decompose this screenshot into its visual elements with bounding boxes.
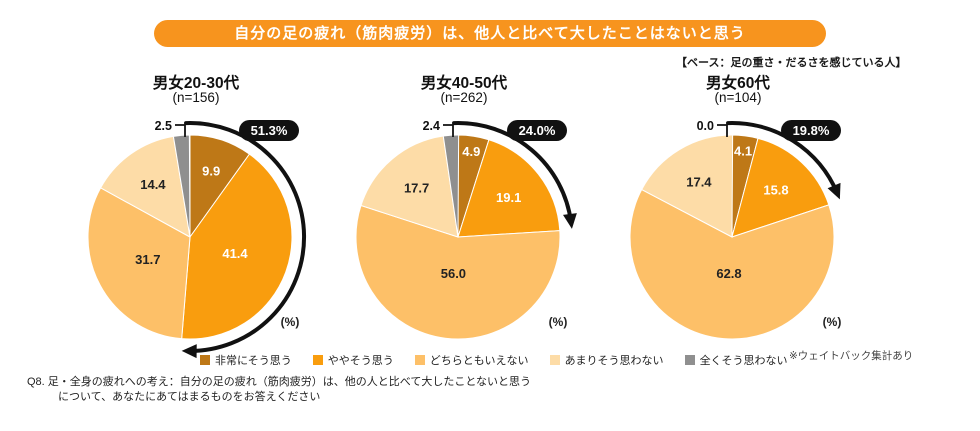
- callout-text: 19.8%: [793, 123, 830, 138]
- percent-unit-label: (%): [281, 315, 300, 329]
- slice-value-label: 17.7: [404, 180, 429, 195]
- percent-unit-label: (%): [823, 315, 842, 329]
- chart-n-age-40-50: (n=262): [440, 90, 488, 105]
- label-connector: [175, 124, 186, 137]
- pie-svg: 9.9 41.4 31.7 14.4 2.5 51.3% (%): [87, 119, 307, 359]
- slice-value-label: 9.9: [202, 164, 220, 179]
- legend-label: どちらともいえない: [429, 355, 529, 367]
- chart-title-age-20-30: 男女20-30代: [152, 75, 240, 92]
- legend-swatch: [200, 355, 210, 365]
- cumulative-arc: [181, 121, 307, 359]
- outside-value-label: 2.5: [155, 119, 172, 133]
- pie-slice: [629, 188, 835, 340]
- chart-n-age-20-30: (n=156): [172, 90, 220, 105]
- legend-item: 非常にそう思う: [200, 352, 292, 368]
- slice-value-label: 62.8: [716, 266, 741, 281]
- pie-chart-age-60: 4.1 15.8 62.8 17.4 0.0 19.8% (%): [582, 113, 894, 365]
- chart-legend: 非常にそう思う ややそう思う どちらともいえない あまりそう思わない 全くそう思わない: [200, 352, 788, 368]
- legend-label: ややそう思う: [327, 355, 394, 367]
- cumulative-arc: [726, 121, 841, 200]
- legend-label: あまりそう思わない: [564, 355, 664, 367]
- legend-swatch: [549, 355, 560, 365]
- pie-slice: [457, 139, 561, 238]
- legend-label: 非常にそう思う: [215, 355, 292, 367]
- slice-value-label: 56.0: [441, 266, 466, 281]
- pie-slice: [360, 135, 459, 238]
- pie-slice: [355, 204, 561, 340]
- question-note-line1: Q8. 足・全身の疲れへの考え：自分の足の疲れ（筋肉疲労）は、他の人と比べて大し…: [27, 376, 532, 388]
- pie-slice: [172, 134, 191, 238]
- cumulative-arc: [452, 121, 577, 229]
- chart-title-age-40-50: 男女40-50代: [420, 75, 508, 92]
- callout-badge: [239, 120, 299, 141]
- pie-svg: 4.1 15.8 62.8 17.4 0.0 19.8% (%): [629, 119, 842, 340]
- slice-value-label: 17.4: [686, 174, 712, 189]
- slice-value-label: 31.7: [135, 252, 160, 267]
- legend-swatch: [312, 355, 323, 365]
- title-banner: 自分の足の疲れ（筋肉疲労）は、他人と比べて大したことはないと思う: [154, 20, 826, 47]
- legend-item: 全くそう思わない: [684, 352, 788, 368]
- pie-slice: [641, 134, 734, 238]
- legend-swatch: [414, 355, 425, 365]
- legend-label: 全くそう思わない: [699, 355, 788, 367]
- legend-item: あまりそう思わない: [549, 352, 664, 368]
- label-connector: [717, 124, 728, 137]
- question-note-line2: について、あなたにあてはまるものをお答えください: [58, 391, 321, 403]
- callout-badge: [507, 120, 567, 141]
- callout-badge: [781, 120, 841, 141]
- legend-swatch: [684, 355, 695, 365]
- pie-chart-age-40-50: 4.9 19.1 56.0 17.7 2.4 24.0% (%): [308, 113, 620, 365]
- callout-text: 51.3%: [251, 123, 288, 138]
- chart-n-age-60: (n=104): [714, 90, 762, 105]
- question-note: Q8. 足・全身の疲れへの考え：自分の足の疲れ（筋肉疲労）は、他の人と比べて大し…: [27, 375, 531, 405]
- pie-slice: [731, 137, 830, 238]
- slice-value-label: 4.9: [462, 144, 480, 159]
- outside-value-label: 0.0: [697, 119, 714, 133]
- pie-slice: [442, 134, 460, 238]
- pie-slice: [181, 153, 293, 340]
- base-note: 【ベース：足の重さ・だるさを感じている人】: [676, 57, 907, 69]
- pie-slice: [87, 187, 191, 340]
- slice-value-label: 15.8: [763, 183, 788, 198]
- pie-svg: 4.9 19.1 56.0 17.7 2.4 24.0% (%): [355, 119, 577, 340]
- legend-item: ややそう思う: [312, 352, 394, 368]
- pie-slice: [99, 135, 191, 238]
- weight-back-note: ※ウェイトバック集計あり: [789, 350, 914, 362]
- outside-value-label: 2.4: [423, 119, 440, 133]
- chart-title-age-60: 男女60代: [706, 75, 770, 92]
- legend-item: どちらともいえない: [414, 352, 529, 368]
- callout-text: 24.0%: [519, 123, 556, 138]
- percent-unit-label: (%): [549, 315, 568, 329]
- pie-chart-age-20-30: 9.9 41.4 31.7 14.4 2.5 51.3% (%): [40, 113, 352, 365]
- slice-value-label: 41.4: [222, 246, 248, 261]
- label-connector: [443, 124, 454, 137]
- slice-value-label: 19.1: [496, 190, 521, 205]
- slice-value-label: 14.4: [140, 177, 166, 192]
- slice-value-label: 4.1: [734, 144, 752, 159]
